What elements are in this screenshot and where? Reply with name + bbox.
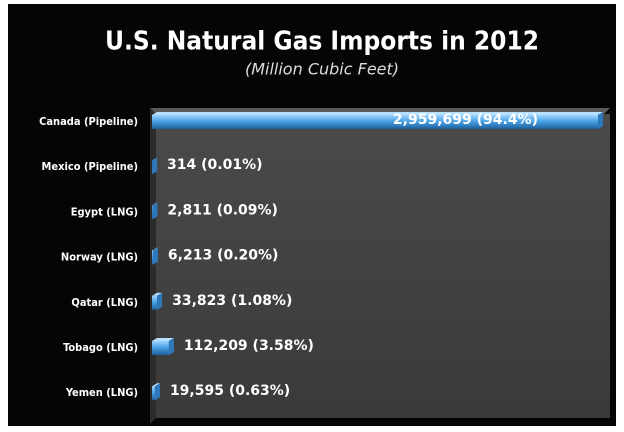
bar-end <box>152 247 158 265</box>
value-label: 112,209 (3.58%) <box>184 338 314 354</box>
category-label: Mexico (Pipeline) <box>42 160 138 173</box>
bar <box>152 386 155 401</box>
bar-top <box>152 157 158 161</box>
category-label: Norway (LNG) <box>61 251 138 264</box>
bar-end <box>154 383 160 401</box>
bar-end <box>168 338 174 355</box>
bar-end <box>152 157 158 175</box>
bar <box>152 115 598 129</box>
bar-top <box>152 292 163 296</box>
panel-side <box>150 108 156 424</box>
bar-end <box>152 202 158 220</box>
category-label: Egypt (LNG) <box>71 205 138 218</box>
bar-end <box>598 112 603 129</box>
chart-title: U.S. Natural Gas Imports in 2012 <box>105 27 539 57</box>
bar <box>152 295 158 310</box>
category-label: Qatar (LNG) <box>71 296 138 309</box>
category-label: Canada (Pipeline) <box>39 115 138 128</box>
category-label: Tobago (LNG) <box>63 341 138 354</box>
value-label: 2,811 (0.09%) <box>167 202 278 218</box>
bar-top <box>152 202 158 206</box>
chart-subtitle: (Million Cubic Feet) <box>245 60 399 79</box>
category-label: Yemen (LNG) <box>65 386 138 399</box>
bar-end <box>157 292 163 310</box>
value-label: 19,595 (0.63%) <box>170 383 290 399</box>
value-label: 6,213 (0.20%) <box>168 248 279 264</box>
bar-top <box>152 383 160 387</box>
plot-panel <box>156 114 610 418</box>
bar-top <box>152 247 158 251</box>
bar-top <box>152 112 603 115</box>
value-label: 33,823 (1.08%) <box>172 293 292 309</box>
bar-top <box>152 338 174 341</box>
bar <box>152 341 169 355</box>
value-label: 2,959,699 (94.4%) <box>393 112 538 128</box>
bar <box>152 250 153 265</box>
value-label: 314 (0.01%) <box>167 157 262 173</box>
